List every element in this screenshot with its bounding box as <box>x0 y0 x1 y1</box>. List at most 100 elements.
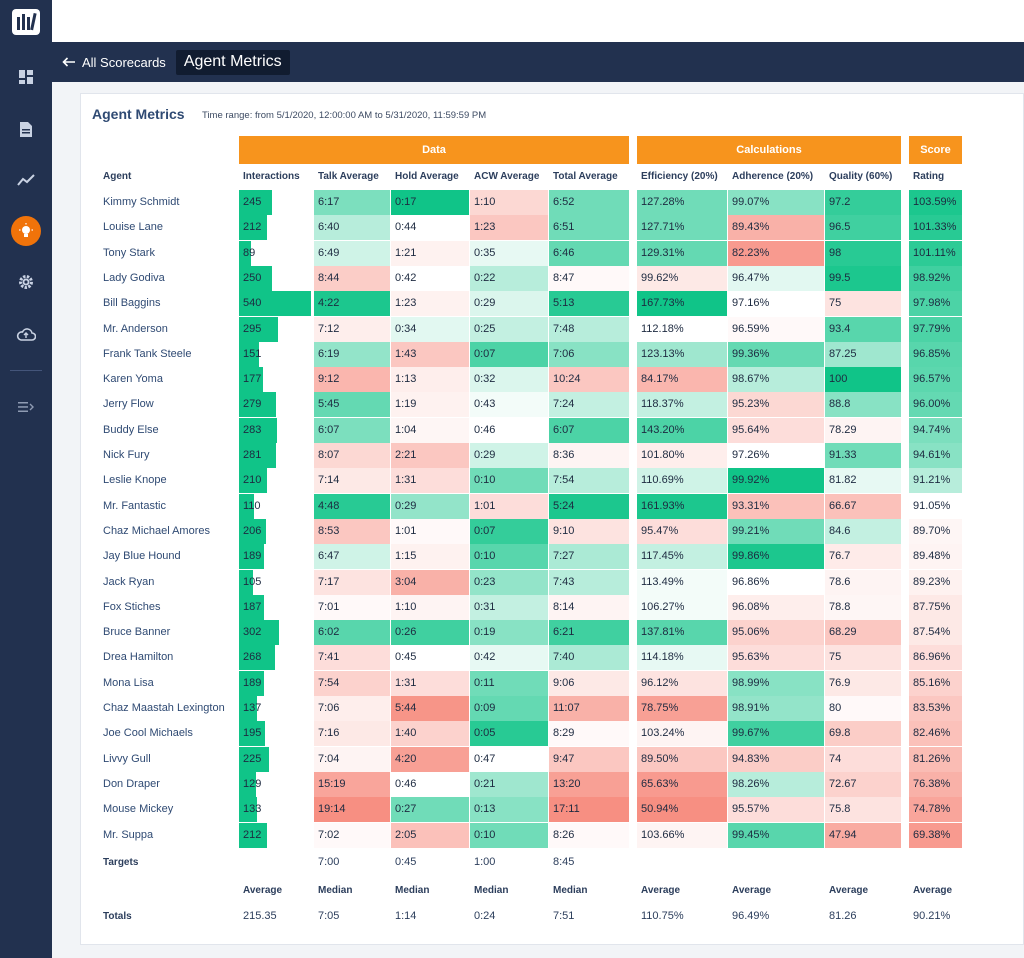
agent-name[interactable]: Bruce Banner <box>103 626 171 639</box>
total-total: 7:51 <box>553 910 575 922</box>
target-acw: 1:00 <box>474 856 496 868</box>
interactions-cell: 245 <box>239 190 313 215</box>
agent-name[interactable]: Buddy Else <box>103 423 159 436</box>
agent-name[interactable]: Jack Ryan <box>103 575 155 588</box>
column-header-total-average[interactable]: Total Average <box>553 171 618 182</box>
interactions-cell: 250 <box>239 265 313 291</box>
agent-name[interactable]: Nick Fury <box>103 449 150 461</box>
interactions-cell: 283 <box>239 417 313 443</box>
agent-name[interactable]: Mr. Anderson <box>103 322 168 335</box>
column-header-adherence[interactable]: Adherence (20%) <box>732 171 814 182</box>
quality-cell: 87.25 <box>825 341 901 367</box>
adherence-cell: 82.23% <box>728 240 824 266</box>
total-quality: 81.26 <box>829 910 857 922</box>
acw-cell: 1:01 <box>470 493 548 519</box>
rating-cell: 81.26% <box>909 746 962 772</box>
column-header-rating[interactable]: Rating <box>913 171 945 182</box>
agent-name[interactable]: Bill Baggins <box>103 297 161 310</box>
rating-cell: 103.59% <box>909 190 962 215</box>
acw-cell: 0:35 <box>470 240 548 266</box>
total-talk: 7:05 <box>318 910 340 922</box>
agent-name[interactable]: Mr. Suppa <box>103 828 154 841</box>
column-header-interactions[interactable]: Interactions <box>243 171 300 182</box>
dashboard-icon[interactable] <box>11 62 41 92</box>
table-row: Buddy Else 283 6:07 1:04 0:46 6:07 143.20% 95.6… <box>81 417 1024 443</box>
interactions-cell: 540 <box>239 291 313 317</box>
interactions-bar <box>239 645 275 671</box>
adherence-cell: 98.91% <box>728 696 824 721</box>
agent-name[interactable]: Tony Stark <box>103 246 155 259</box>
acw-cell: 0:23 <box>470 569 548 595</box>
trend-line-icon[interactable] <box>11 165 41 195</box>
column-header-efficiency[interactable]: Efficiency (20%) <box>641 171 718 182</box>
agent-name[interactable]: Mouse Mickey <box>103 803 174 816</box>
talk-cell: 15:19 <box>314 771 390 797</box>
interactions-cell: 281 <box>239 443 313 468</box>
app-logo-icon[interactable] <box>11 8 41 36</box>
total-cell: 7:48 <box>549 316 629 342</box>
adherence-cell: 99.86% <box>728 544 824 570</box>
interactions-cell: 129 <box>239 771 313 797</box>
gear-icon[interactable] <box>11 267 41 297</box>
agent-name[interactable]: Fox Stiches <box>103 600 161 613</box>
adherence-cell: 95.64% <box>728 417 824 443</box>
agent-name[interactable]: Jerry Flow <box>103 398 154 411</box>
talk-cell: 4:48 <box>314 493 390 519</box>
agent-name[interactable]: Joe Cool Michaels <box>103 727 193 740</box>
agent-name[interactable]: Lady Godiva <box>103 271 165 284</box>
total-hold: 1:14 <box>395 910 417 922</box>
table-row: Drea Hamilton 268 7:41 0:45 0:42 7:40 114.18% 9… <box>81 645 1024 671</box>
efficiency-cell: 50.94% <box>637 797 727 823</box>
interactions-value: 210 <box>243 474 262 487</box>
interactions-bar <box>239 797 257 823</box>
cloud-upload-icon[interactable] <box>11 319 41 349</box>
acw-cell: 0:07 <box>470 518 548 544</box>
column-header-hold-average[interactable]: Hold Average <box>395 171 459 182</box>
agent-name[interactable]: Leslie Knope <box>103 474 167 487</box>
agent-name[interactable]: Kimmy Schmidt <box>103 196 180 208</box>
hold-cell: 2:05 <box>391 822 469 848</box>
agent-name[interactable]: Louise Lane <box>103 221 163 234</box>
rating-cell: 69.38% <box>909 822 962 848</box>
table-row: Don Draper 129 15:19 0:46 0:21 13:20 65.63% 98.… <box>81 771 1024 797</box>
total-cell: 8:26 <box>549 822 629 848</box>
all-scorecards-link[interactable]: All Scorecards <box>62 55 166 70</box>
agent-name[interactable]: Livvy Gull <box>103 752 151 765</box>
aggregate-adherence: Average <box>732 885 772 896</box>
column-header-agent[interactable]: Agent <box>103 171 132 182</box>
quality-cell: 84.6 <box>825 518 901 544</box>
agent-name[interactable]: Chaz Michael Amores <box>103 524 210 537</box>
quality-cell: 91.33 <box>825 443 901 468</box>
hold-cell: 0:42 <box>391 265 469 291</box>
column-header-quality[interactable]: Quality (60%) <box>829 171 893 182</box>
expand-menu-icon[interactable] <box>11 392 41 422</box>
rating-cell: 101.33% <box>909 215 962 241</box>
agent-name[interactable]: Frank Tank Steele <box>103 347 192 360</box>
agent-name[interactable]: Drea Hamilton <box>103 651 174 664</box>
quality-cell: 72.67 <box>825 771 901 797</box>
quality-cell: 75.8 <box>825 797 901 823</box>
agent-name[interactable]: Mona Lisa <box>103 676 154 689</box>
document-icon[interactable] <box>11 114 41 144</box>
adherence-cell: 96.47% <box>728 265 824 291</box>
quality-cell: 76.9 <box>825 670 901 696</box>
talk-cell: 6:02 <box>314 620 390 646</box>
column-header-talk-average[interactable]: Talk Average <box>318 171 379 182</box>
table-row: Mouse Mickey 133 19:14 0:27 0:13 17:11 50.94% 9… <box>81 797 1024 823</box>
agent-name[interactable]: Mr. Fantastic <box>103 499 166 512</box>
agent-name[interactable]: Jay Blue Hound <box>103 550 181 563</box>
group-header-calculations: Calculations <box>637 136 901 164</box>
agent-name[interactable]: Karen Yoma <box>103 373 163 386</box>
agent-name[interactable]: Chaz Maastah Lexington <box>103 702 225 714</box>
adherence-cell: 99.36% <box>728 341 824 367</box>
interactions-cell: 133 <box>239 797 313 823</box>
total-rating: 90.21% <box>913 910 951 922</box>
adherence-cell: 93.31% <box>728 493 824 519</box>
interactions-bar <box>239 594 264 620</box>
aggregate-hold: Median <box>395 885 430 896</box>
column-header-acw-average[interactable]: ACW Average <box>474 171 540 182</box>
lightbulb-icon[interactable] <box>11 216 41 246</box>
agent-name[interactable]: Don Draper <box>103 777 160 790</box>
adherence-cell: 96.08% <box>728 594 824 620</box>
interactions-value: 268 <box>243 651 262 664</box>
